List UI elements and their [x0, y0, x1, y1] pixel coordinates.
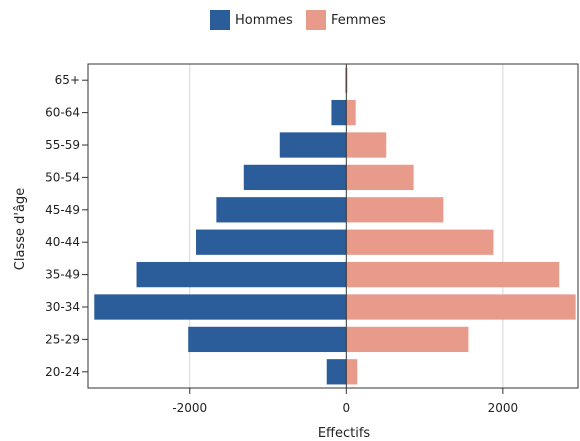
y-tick-label: 45-49 — [45, 203, 80, 217]
bar-hommes — [279, 132, 347, 158]
bar-hommes — [326, 359, 347, 385]
bar-hommes — [243, 164, 347, 191]
bar-femmes — [346, 359, 358, 385]
bar-hommes — [94, 294, 347, 320]
x-tick-label: -2000 — [172, 401, 207, 415]
bar-femmes — [346, 197, 444, 223]
x-axis-title: Effectifs — [318, 426, 371, 441]
bar-hommes — [188, 326, 347, 353]
y-tick-label: 30-34 — [45, 300, 80, 314]
x-axis: -2000 0 2000 — [172, 388, 518, 415]
bar-femmes — [346, 164, 414, 191]
y-tick-label: 60-64 — [45, 106, 80, 120]
legend-item-hommes: Hommes — [210, 10, 293, 30]
bar-hommes — [216, 197, 347, 223]
y-axis-title: Classe d'âge — [13, 188, 28, 270]
bars — [94, 64, 576, 388]
legend-swatch-hommes — [210, 10, 230, 30]
bar-femmes — [346, 67, 348, 93]
legend: Hommes Femmes — [0, 10, 580, 34]
bar-hommes — [331, 99, 347, 126]
x-tick-label: 0 — [342, 401, 350, 415]
x-tick-label: 2000 — [488, 401, 519, 415]
y-tick-label: 20-24 — [45, 365, 80, 379]
y-tick-label: 55-59 — [45, 138, 80, 152]
bar-femmes — [346, 132, 387, 158]
y-axis: 20-24 25-29 30-34 35-49 40-44 45-49 50-54 55-59… — [45, 73, 88, 379]
legend-item-femmes: Femmes — [306, 10, 386, 30]
y-tick-label: 25-29 — [45, 332, 80, 346]
y-tick-label: 65+ — [55, 73, 80, 87]
y-tick-label: 40-44 — [45, 235, 80, 249]
bar-femmes — [346, 261, 560, 288]
bar-femmes — [346, 229, 494, 255]
bar-hommes — [196, 229, 347, 255]
bar-femmes — [346, 99, 356, 126]
legend-label-femmes: Femmes — [331, 12, 386, 28]
legend-swatch-femmes — [306, 10, 326, 30]
legend-label-hommes: Hommes — [235, 12, 293, 28]
bar-hommes — [136, 261, 347, 288]
y-tick-label: 35-49 — [45, 268, 80, 282]
bar-femmes — [346, 294, 576, 320]
bar-femmes — [346, 326, 469, 353]
y-tick-label: 50-54 — [45, 170, 80, 184]
plot-frame — [87, 63, 579, 389]
